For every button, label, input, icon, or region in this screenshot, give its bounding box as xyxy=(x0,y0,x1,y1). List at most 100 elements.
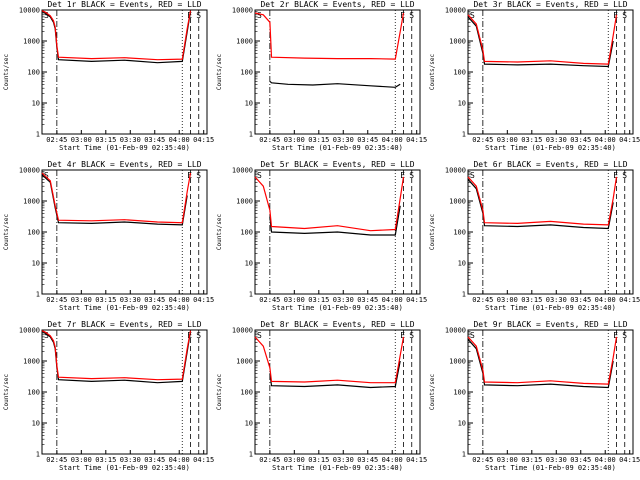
x-tick-label: 03:15 xyxy=(308,456,329,464)
chart-title: Det 4r BLACK = Events, RED = LLD xyxy=(47,160,201,169)
chart-panel: Det 5r BLACK = Events, RED = LLD 1 10 100 10… xyxy=(213,160,427,320)
y-axis-label: Counts/sec xyxy=(429,214,436,251)
corner-label-right: S xyxy=(196,11,201,20)
x-tick-label: 03:15 xyxy=(308,136,329,144)
y-tick-label: 10000 xyxy=(232,327,253,335)
chart-title: Det 8r BLACK = Events, RED = LLD xyxy=(260,320,414,329)
x-tick-label: 03:45 xyxy=(357,136,378,144)
y-tick-label: 1000 xyxy=(236,198,253,206)
chart-title: Det 9r BLACK = Events, RED = LLD xyxy=(473,320,627,329)
y-axis-label: Counts/sec xyxy=(429,374,436,411)
y-tick-label: 1000 xyxy=(23,198,40,206)
series-line xyxy=(41,172,192,224)
y-tick-label: 10000 xyxy=(445,327,466,335)
y-tick-label: 10000 xyxy=(19,7,40,15)
x-axis-label: Start Time (01-Feb-09 02:35:40) xyxy=(272,144,403,152)
x-axis-label: Start Time (01-Feb-09 02:35:40) xyxy=(272,464,403,472)
x-tick-label: 03:45 xyxy=(570,456,591,464)
y-tick-label: 1000 xyxy=(236,38,253,46)
corner-label-right: S xyxy=(409,171,414,180)
y-tick-label: 100 xyxy=(240,229,253,237)
x-axis-label: Start Time (01-Feb-09 02:35:40) xyxy=(272,304,403,312)
x-tick-label: 03:15 xyxy=(95,296,116,304)
y-tick-label: 1 xyxy=(249,451,253,459)
x-tick-label: 03:30 xyxy=(120,296,141,304)
x-tick-label: 02:45 xyxy=(259,136,280,144)
y-tick-label: 1 xyxy=(36,291,40,299)
chart-svg: Det 8r BLACK = Events, RED = LLD 1 10 100 10… xyxy=(216,320,427,472)
y-axis-label: Counts/sec xyxy=(3,54,10,91)
series-line xyxy=(254,176,405,232)
series-line xyxy=(254,12,405,60)
y-tick-label: 1 xyxy=(249,131,253,139)
y-tick-label: 10000 xyxy=(19,167,40,175)
y-tick-label: 1 xyxy=(36,131,40,139)
corner-label-right: S xyxy=(409,11,414,20)
x-axis-label: Start Time (01-Feb-09 02:35:40) xyxy=(485,464,616,472)
series-line xyxy=(41,330,192,384)
x-tick-label: 03:45 xyxy=(144,456,165,464)
x-tick-label: 03:30 xyxy=(546,296,567,304)
chart-svg: Det 6r BLACK = Events, RED = LLD 1 10 100 10… xyxy=(429,160,640,312)
x-tick-label: 03:30 xyxy=(333,136,354,144)
series-line xyxy=(467,338,614,389)
y-tick-label: 10 xyxy=(458,100,466,108)
chart-panel: Det 8r BLACK = Events, RED = LLD 1 10 100 10… xyxy=(213,320,427,480)
y-tick-label: 1 xyxy=(462,451,466,459)
chart-svg: Det 3r BLACK = Events, RED = LLD 1 10 100 10… xyxy=(429,0,640,152)
x-tick-label: 03:30 xyxy=(333,296,354,304)
x-tick-label: 04:15 xyxy=(193,296,214,304)
chart-svg: Det 5r BLACK = Events, RED = LLD 1 10 100 10… xyxy=(216,160,427,312)
y-tick-label: 100 xyxy=(240,389,253,397)
y-tick-label: 10 xyxy=(32,100,40,108)
y-tick-label: 1000 xyxy=(236,358,253,366)
y-tick-label: 100 xyxy=(27,389,40,397)
corner-label-right: S xyxy=(196,171,201,180)
corner-label-right: S xyxy=(622,11,627,20)
x-tick-label: 03:45 xyxy=(144,136,165,144)
corner-label-right: S xyxy=(622,171,627,180)
x-tick-label: 04:00 xyxy=(169,296,190,304)
corner-label-left: S xyxy=(470,171,475,180)
y-tick-label: 1 xyxy=(462,291,466,299)
series-line xyxy=(41,10,192,61)
y-tick-label: 1000 xyxy=(23,358,40,366)
y-tick-label: 10000 xyxy=(445,7,466,15)
y-tick-label: 100 xyxy=(453,229,466,237)
x-tick-label: 02:45 xyxy=(259,456,280,464)
x-tick-label: 02:45 xyxy=(46,136,67,144)
chart-panel: Det 7r BLACK = Events, RED = LLD 1 10 100 10… xyxy=(0,320,214,480)
x-tick-label: 04:00 xyxy=(382,456,403,464)
y-axis-label: Counts/sec xyxy=(3,374,10,411)
corner-label-left: S xyxy=(470,11,475,20)
x-tick-label: 03:15 xyxy=(95,136,116,144)
y-tick-label: 1 xyxy=(462,131,466,139)
x-axis-label: Start Time (01-Feb-09 02:35:40) xyxy=(59,144,190,152)
corner-label-left: S xyxy=(44,171,49,180)
y-tick-label: 10000 xyxy=(445,167,466,175)
x-tick-label: 03:15 xyxy=(521,456,542,464)
x-tick-label: 02:45 xyxy=(259,296,280,304)
y-tick-label: 100 xyxy=(27,69,40,77)
x-tick-label: 03:30 xyxy=(120,456,141,464)
x-tick-label: 03:30 xyxy=(120,136,141,144)
corner-label-right: E xyxy=(613,331,618,340)
x-tick-label: 03:00 xyxy=(284,296,305,304)
x-tick-label: 03:30 xyxy=(546,136,567,144)
corner-label-right: E xyxy=(400,171,405,180)
x-axis-label: Start Time (01-Feb-09 02:35:40) xyxy=(485,304,616,312)
x-tick-label: 04:00 xyxy=(595,296,616,304)
x-tick-label: 03:00 xyxy=(284,456,305,464)
series-line xyxy=(467,178,614,230)
y-tick-label: 1 xyxy=(249,291,253,299)
y-tick-label: 100 xyxy=(240,69,253,77)
series-line xyxy=(41,10,192,64)
y-tick-label: 10 xyxy=(32,420,40,428)
x-tick-label: 03:15 xyxy=(95,456,116,464)
series-line xyxy=(467,16,614,68)
corner-label-left: S xyxy=(257,11,262,20)
x-tick-label: 04:15 xyxy=(619,136,640,144)
series-line xyxy=(467,336,618,385)
y-axis-label: Counts/sec xyxy=(216,374,223,411)
